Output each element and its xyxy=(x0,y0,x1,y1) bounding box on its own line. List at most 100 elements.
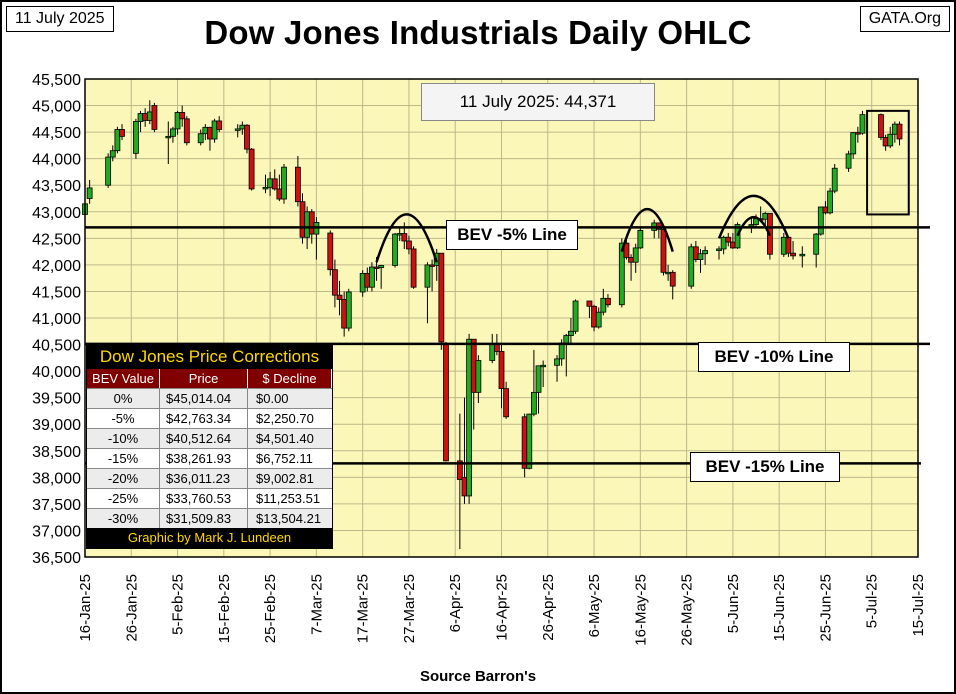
candle-body xyxy=(526,413,533,469)
candle-body xyxy=(211,120,218,140)
x-tick-label: 26-May-25 xyxy=(679,574,696,646)
candle xyxy=(600,288,607,316)
decline-cell: $2,250.70 xyxy=(256,411,314,426)
corrections-row: -15% $38,261.93 $6,752.11 xyxy=(87,448,332,468)
candle-body xyxy=(540,364,547,368)
candle-body xyxy=(392,233,398,266)
candle-body xyxy=(530,391,537,415)
candle xyxy=(392,233,398,268)
x-tick-label: 5-Jun-25 xyxy=(725,574,742,633)
candle xyxy=(623,238,630,260)
corrections-row: -10% $40,512.64 $4,501.40 xyxy=(87,428,332,448)
candle-body xyxy=(498,351,505,390)
candle xyxy=(443,341,449,462)
candle xyxy=(170,126,176,143)
candle xyxy=(530,349,537,417)
candle xyxy=(887,126,894,149)
candle-body xyxy=(151,105,158,130)
pattern-arc xyxy=(717,194,790,239)
candle xyxy=(105,153,112,188)
candle xyxy=(896,121,903,146)
candle-body xyxy=(456,460,463,480)
y-axis-ticks: 36,500 37,000 37,500 38,000 38,500 39,000 39,5… xyxy=(32,72,81,567)
candle-body xyxy=(716,248,722,251)
candle-body xyxy=(475,360,482,393)
candle xyxy=(179,105,186,127)
candle-body xyxy=(183,118,190,144)
highlight-box xyxy=(866,109,910,216)
x-tick-label: 16-May-25 xyxy=(632,574,649,646)
decline-cell: $11,253.51 xyxy=(256,491,321,506)
candle xyxy=(716,246,722,260)
candle xyxy=(813,233,820,268)
candle-body xyxy=(813,233,820,255)
candle xyxy=(345,288,352,332)
x-tick-label: 17-Mar-25 xyxy=(355,574,372,643)
candle-body xyxy=(799,253,806,257)
candle-body xyxy=(535,365,542,393)
candle-body xyxy=(688,246,695,287)
candle-body xyxy=(605,297,611,306)
candle xyxy=(586,300,593,318)
candle xyxy=(568,318,574,345)
y-tick-label: 39,000 xyxy=(32,417,81,434)
candle xyxy=(688,243,695,289)
candle-body xyxy=(595,311,602,328)
y-tick-label: 37,000 xyxy=(32,523,81,540)
candle-body xyxy=(697,253,704,260)
candle-body xyxy=(845,153,852,169)
y-tick-label: 43,500 xyxy=(32,178,81,195)
y-tick-label: 40,000 xyxy=(32,364,81,381)
candle xyxy=(605,294,611,308)
x-tick-label: 7-Mar-25 xyxy=(308,574,325,635)
x-tick-label: 15-Jul-25 xyxy=(910,574,927,637)
candle-body xyxy=(410,248,417,288)
plot-border xyxy=(84,78,919,558)
x-tick-label: 15-Feb-25 xyxy=(216,574,233,643)
corrections-footer: Graphic by Mark J. Lundeen xyxy=(87,528,332,548)
candle-body xyxy=(660,228,667,273)
candle xyxy=(119,124,125,141)
candle xyxy=(438,252,445,350)
candle xyxy=(790,240,796,260)
candle-body xyxy=(86,187,93,199)
candle xyxy=(827,187,833,215)
candle-body xyxy=(133,121,139,154)
bev10-label: BEV -10% Line xyxy=(698,342,850,372)
candle xyxy=(281,163,287,204)
y-tick-label: 39,500 xyxy=(32,391,81,408)
candle xyxy=(535,365,542,414)
candle xyxy=(183,116,190,146)
x-tick-label: 5-Jul-25 xyxy=(864,574,881,628)
y-tick-label: 42,500 xyxy=(32,231,81,248)
candle-body xyxy=(734,224,741,249)
candle xyxy=(466,333,473,504)
candle xyxy=(503,381,510,419)
price-cell: $36,011.23 xyxy=(160,469,248,488)
y-tick-label: 40,500 xyxy=(32,338,81,355)
candles xyxy=(82,100,903,550)
candle-body xyxy=(294,166,301,203)
candle xyxy=(850,132,857,159)
date-label: 11 July 2025 xyxy=(6,6,114,32)
bev-cell: -25% xyxy=(87,489,160,508)
y-tick-label: 45,500 xyxy=(32,72,81,89)
candle-body xyxy=(179,112,186,120)
candle xyxy=(817,206,824,236)
bev-cell: -5% xyxy=(87,409,160,428)
y-tick-label: 45,000 xyxy=(32,99,81,116)
candle xyxy=(595,307,602,329)
y-tick-label: 44,000 xyxy=(32,152,81,169)
candle-body xyxy=(503,388,510,418)
candle-body xyxy=(563,335,570,344)
candle-body xyxy=(600,297,607,313)
candle xyxy=(637,227,644,249)
corrections-rows: 0% $45,014.04 $0.00 -5% $42,763.34 $2,250.70-… xyxy=(87,388,332,528)
decline-cell: $0.00 xyxy=(256,391,289,406)
candle xyxy=(540,360,547,388)
candle-body xyxy=(558,342,565,360)
candle-body xyxy=(859,114,866,134)
x-tick-label: 6-Apr-25 xyxy=(447,574,464,632)
candle xyxy=(554,355,560,382)
candle xyxy=(632,243,639,273)
